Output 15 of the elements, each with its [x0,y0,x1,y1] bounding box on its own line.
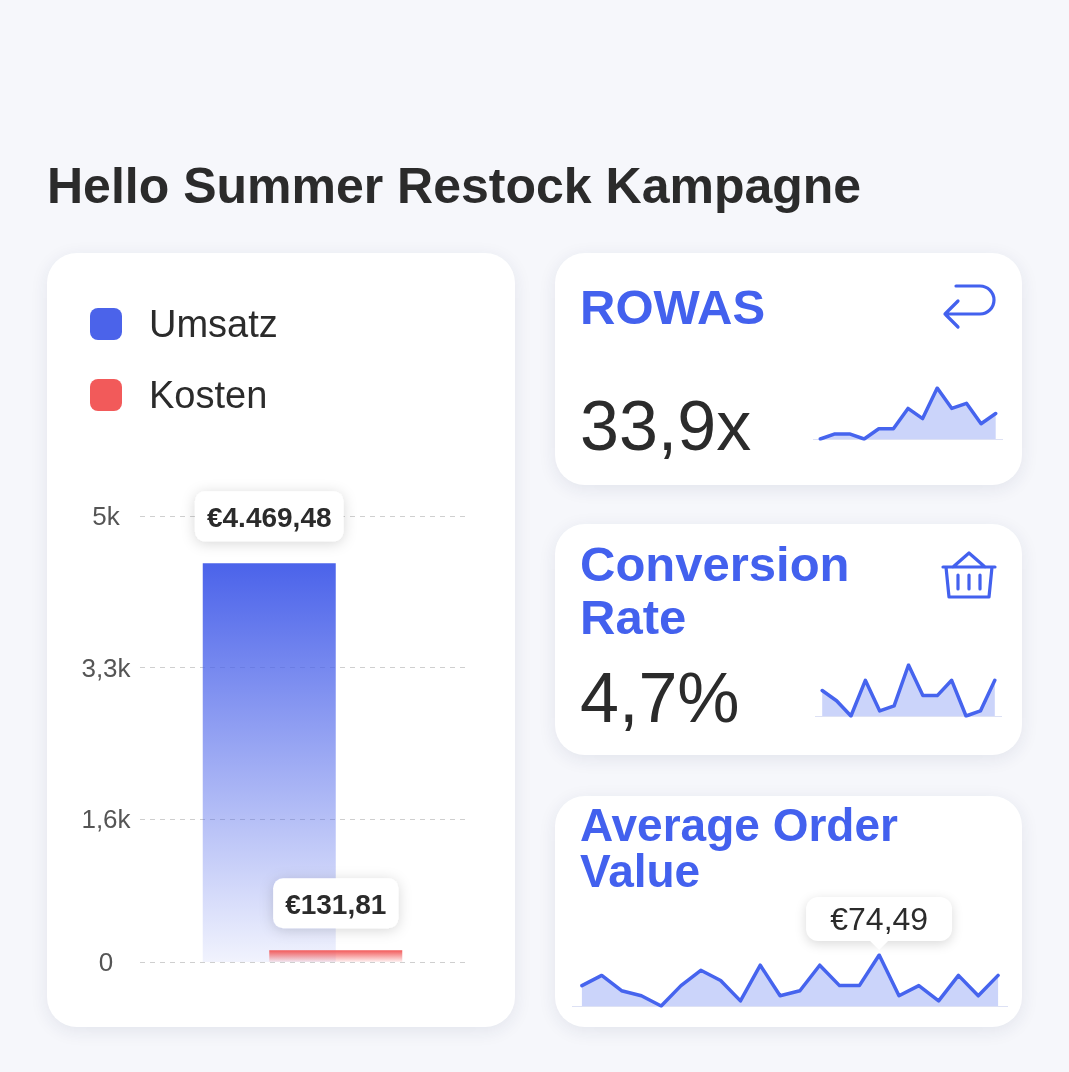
legend-label: Umsatz [149,303,278,345]
text: €74,49 [806,897,953,941]
chart-title: ROWAS [580,280,766,334]
text: Hello Summer Restock Kampagne [47,158,862,214]
data-label: €131,81 [285,888,387,920]
text: 33,9x [580,387,752,465]
text: 4,7% [580,659,740,737]
legend-label: Kosten [149,374,268,416]
chart-title: Average Order Value [580,799,898,897]
y-tick-label: 5k [92,501,121,531]
y-tick-label: 1,6k [81,804,132,835]
data-label: €4.469,48 [206,501,332,533]
y-tick-label: 3,3k [81,652,132,683]
chart-title: Conversion Rate [580,537,850,644]
y-tick-label: 0 [98,947,114,977]
